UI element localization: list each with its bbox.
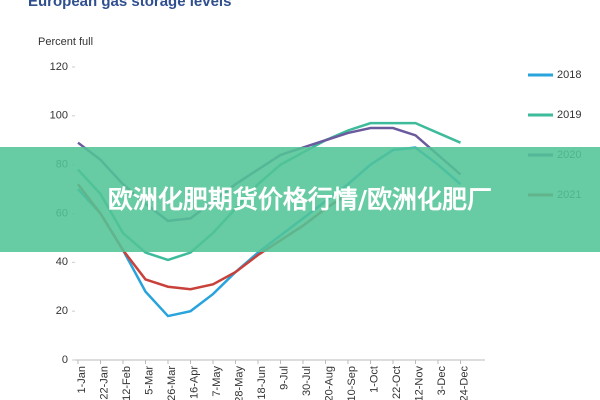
y-tick-label: 100: [50, 110, 68, 122]
x-tick-label: 30-Jul: [301, 366, 313, 396]
legend-label: 2018: [557, 69, 581, 81]
legend-label: 2019: [557, 109, 581, 121]
y-tick-label: 40: [56, 256, 68, 268]
y-tick-label: 120: [50, 61, 68, 73]
x-tick-label: 28-May: [233, 366, 245, 400]
y-axis-label: Percent full: [38, 36, 93, 48]
chart-title: European gas storage levels: [28, 0, 231, 10]
x-tick-label: 24-Dec: [458, 366, 470, 400]
x-tick-label: 1-Oct: [368, 366, 380, 393]
y-tick-label: 0: [62, 354, 68, 366]
x-tick-label: 20-Aug: [323, 366, 335, 400]
x-tick-label: 12-Feb: [121, 366, 133, 400]
x-tick-label: 5-Mar: [143, 366, 155, 395]
overlay-banner: 欧洲化肥期货价格行情/欧洲化肥厂: [0, 147, 600, 252]
x-tick-label: 10-Sep: [346, 366, 358, 400]
x-tick-label: 7-May: [211, 366, 223, 397]
x-tick-label: 1-Jan: [76, 366, 88, 394]
x-tick-label: 22-Oct: [391, 366, 403, 399]
overlay-title: 欧洲化肥期货价格行情/欧洲化肥厂: [107, 184, 493, 214]
x-tick-label: 9-Jul: [278, 366, 290, 390]
y-tick-label: 20: [56, 305, 68, 317]
x-tick-label: 26-Mar: [166, 366, 178, 400]
x-tick-label: 18-Jun: [256, 366, 268, 400]
x-tick-label: 22-Jan: [98, 366, 110, 400]
x-tick-label: 16-Apr: [188, 366, 200, 399]
x-tick-label: 12-Nov: [413, 366, 425, 400]
x-tick-label: 3-Dec: [436, 366, 448, 396]
